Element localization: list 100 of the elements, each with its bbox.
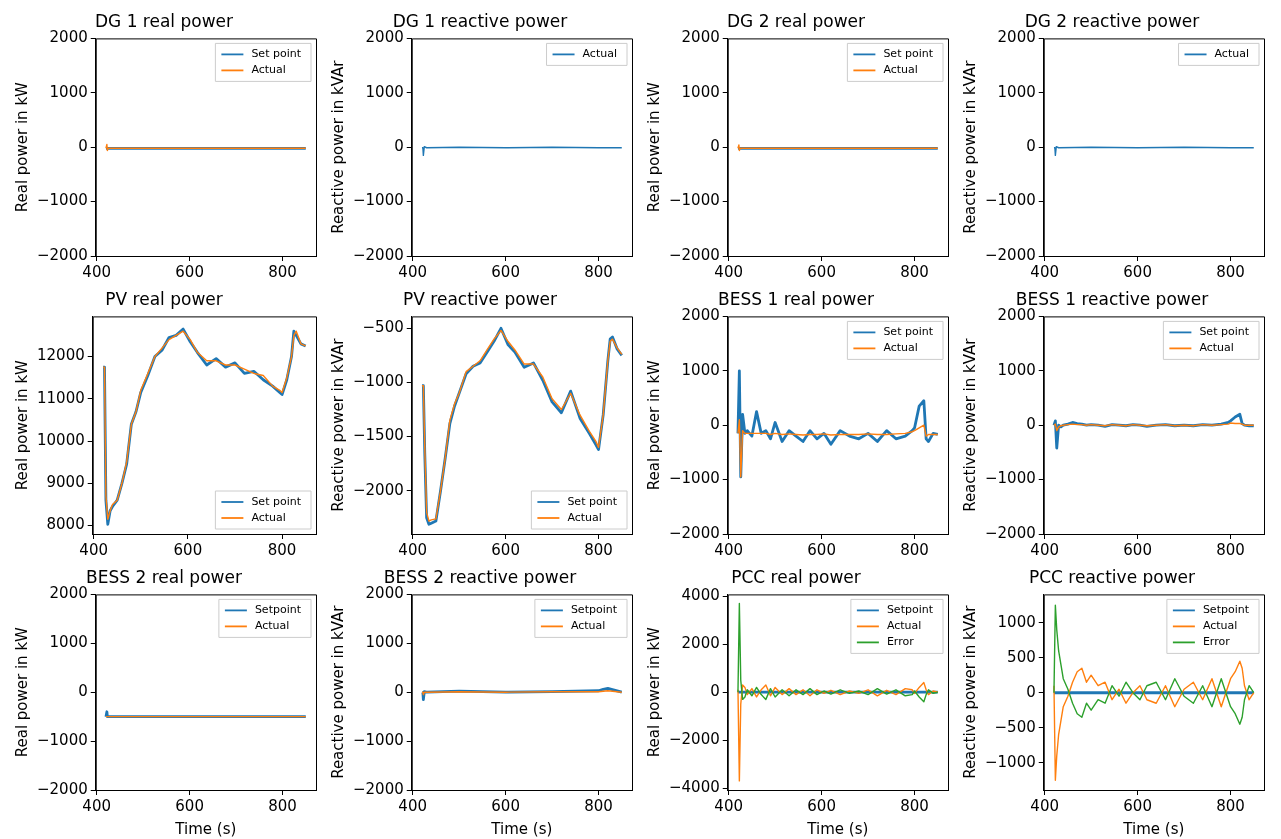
chart-title: BESS 1 real power <box>718 288 874 309</box>
y-axis-title: Reactive power in kVAr <box>328 59 347 234</box>
legend-label: Actual <box>254 619 290 633</box>
y-tick-label: −1000 <box>984 469 1036 488</box>
y-tick-label: −4000 <box>668 777 720 796</box>
legend-label: Actual <box>582 47 618 61</box>
legend-label: Setpoint <box>570 603 618 617</box>
x-tick-label: 600 <box>1123 540 1152 559</box>
x-tick-label: 600 <box>173 540 203 559</box>
legend-label: Actual <box>883 341 918 355</box>
y-tick-label: −1000 <box>984 191 1036 210</box>
x-axis-title: Time (s) <box>174 819 237 838</box>
x-tick-label: 600 <box>807 796 836 815</box>
x-tick-label: 800 <box>900 796 929 815</box>
y-axis-title: Reactive power in kVAr <box>960 337 979 512</box>
x-tick-label: 600 <box>175 262 204 281</box>
x-tick-label: 400 <box>82 262 111 281</box>
x-tick-label: 400 <box>714 262 743 281</box>
legend-label: Setpoint <box>886 603 934 617</box>
y-tick-label: −500 <box>362 318 404 337</box>
legend-label: Actual <box>1202 619 1238 633</box>
y-tick-label: −2000 <box>352 480 404 499</box>
y-tick-label: 0 <box>78 682 88 701</box>
y-tick-label: 1000 <box>997 612 1036 631</box>
x-tick-label: 400 <box>1030 540 1059 559</box>
y-tick-label: −1000 <box>984 752 1036 771</box>
x-tick-label: 400 <box>398 262 427 281</box>
y-tick-label: 2000 <box>365 28 404 47</box>
x-tick-label: 800 <box>584 796 613 815</box>
y-tick-label: 1000 <box>365 633 404 652</box>
y-tick-label: 0 <box>710 682 720 701</box>
y-tick-label: 12000 <box>37 346 85 365</box>
x-tick-label: 800 <box>1216 540 1245 559</box>
x-tick-label: 400 <box>714 540 743 559</box>
chart-title: DG 1 real power <box>94 10 234 31</box>
y-tick-label: −1000 <box>36 730 88 749</box>
y-tick-label: 1000 <box>49 82 88 101</box>
y-tick-label: 0 <box>710 137 720 156</box>
y-tick-label: −1000 <box>352 372 404 391</box>
x-tick-label: 800 <box>584 262 613 281</box>
x-axis-title: Time (s) <box>1122 819 1185 838</box>
y-tick-label: 2000 <box>681 634 720 653</box>
x-tick-label: 400 <box>1030 262 1059 281</box>
y-tick-label: −2000 <box>984 245 1036 264</box>
y-tick-label: 9000 <box>46 473 85 492</box>
y-tick-label: 2000 <box>365 584 404 603</box>
y-tick-label: 2000 <box>997 306 1036 325</box>
x-tick-label: 600 <box>175 796 204 815</box>
legend-label: Error <box>886 635 915 649</box>
x-tick-label: 600 <box>807 540 836 559</box>
legend-label: Set point <box>251 47 302 61</box>
legend-label: Actual <box>567 510 602 524</box>
y-tick-label: −2000 <box>668 730 720 749</box>
y-tick-label: 2000 <box>49 584 88 603</box>
x-tick-label: 800 <box>900 262 929 281</box>
y-tick-label: 500 <box>1007 647 1036 666</box>
chart-title: PV reactive power <box>403 288 557 309</box>
y-axis-title: Real power in kW <box>644 81 663 213</box>
y-tick-label: 10000 <box>37 430 85 449</box>
y-tick-label: 1000 <box>997 82 1036 101</box>
x-tick-label: 400 <box>1030 796 1059 815</box>
legend-label: Actual <box>1199 341 1234 355</box>
y-tick-label: 0 <box>394 682 404 701</box>
chart-title: BESS 2 reactive power <box>383 566 577 587</box>
y-tick-label: 4000 <box>681 586 720 605</box>
y-tick-label: 2000 <box>681 306 720 325</box>
x-tick-label: 600 <box>491 262 520 281</box>
y-tick-label: −1000 <box>668 191 720 210</box>
y-tick-label: 1000 <box>49 633 88 652</box>
y-axis-title: Real power in kW <box>12 626 31 758</box>
y-tick-label: 0 <box>710 415 720 434</box>
legend-label: Setpoint <box>1202 603 1250 617</box>
x-tick-label: 800 <box>268 262 297 281</box>
y-tick-label: 0 <box>78 137 88 156</box>
chart-title: DG 2 reactive power <box>1024 10 1200 31</box>
legend-label: Actual <box>883 63 918 77</box>
y-tick-label: 1000 <box>365 82 404 101</box>
y-tick-label: 0 <box>1026 137 1036 156</box>
chart-title: PCC reactive power <box>1028 566 1196 587</box>
legend-label: Actual <box>570 619 606 633</box>
chart-title: DG 1 reactive power <box>392 10 568 31</box>
x-tick-label: 800 <box>267 540 297 559</box>
y-tick-label: −2000 <box>36 245 88 264</box>
chart-title: BESS 1 reactive power <box>1015 288 1209 309</box>
x-tick-label: 600 <box>491 540 520 559</box>
y-tick-label: 2000 <box>49 28 88 47</box>
y-tick-label: 0 <box>394 137 404 156</box>
x-tick-label: 400 <box>398 540 427 559</box>
y-tick-label: 0 <box>1026 682 1036 701</box>
y-axis-title: Reactive power in kVAr <box>328 604 347 779</box>
x-tick-label: 800 <box>584 540 613 559</box>
y-tick-label: 8000 <box>46 515 85 534</box>
legend-label: Actual <box>251 63 286 77</box>
y-tick-label: 2000 <box>681 28 720 47</box>
y-tick-label: −2000 <box>352 245 404 264</box>
x-tick-label: 400 <box>714 796 743 815</box>
y-axis-title: Real power in kW <box>644 626 663 758</box>
y-tick-label: −1000 <box>352 191 404 210</box>
y-tick-label: −2000 <box>668 245 720 264</box>
legend-label: Set point <box>1199 325 1250 339</box>
